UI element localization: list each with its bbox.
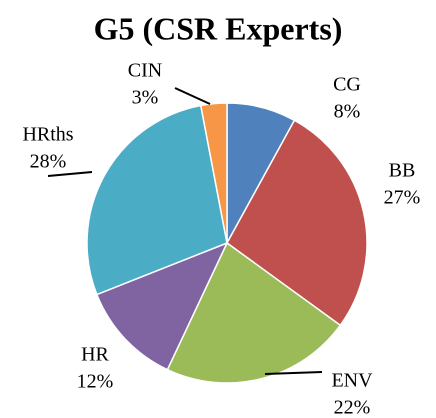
pie-slice — [86, 104, 228, 296]
chart-title: G5 (CSR Experts) — [94, 10, 343, 46]
leader-line — [174, 87, 211, 105]
leader-line — [264, 371, 323, 375]
slice-value-label: 28% — [30, 151, 67, 173]
slice-value-label: 12% — [77, 371, 114, 393]
leader-line — [47, 171, 93, 177]
slice-label: HRths — [22, 124, 73, 146]
slice-label: ENV — [331, 370, 373, 392]
slice-label: CIN — [128, 60, 162, 82]
slice-value-label: 22% — [334, 397, 371, 418]
slice-label: BB — [389, 160, 416, 182]
pie-slice — [95, 241, 229, 371]
slice-value-label: 3% — [132, 87, 159, 109]
slice-label: HR — [81, 344, 109, 366]
pie-slice — [226, 119, 368, 327]
slice-value-label: 27% — [384, 187, 421, 209]
pie-slice — [199, 102, 228, 244]
slice-label: CG — [333, 74, 361, 96]
slice-value-label: 8% — [334, 101, 361, 123]
